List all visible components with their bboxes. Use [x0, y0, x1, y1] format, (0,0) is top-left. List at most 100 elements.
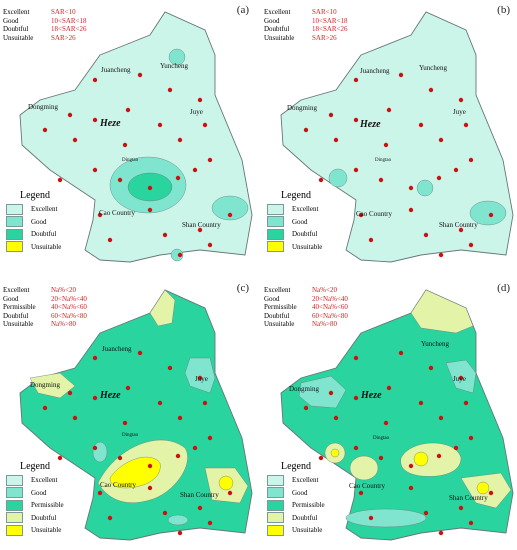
sampling-point — [147, 485, 153, 491]
legend-label: Doubtful — [31, 513, 57, 522]
sampling-point — [328, 112, 334, 118]
sampling-point — [353, 395, 359, 401]
criteria-rule: 18<SAR<26 — [312, 25, 348, 34]
sampling-point — [458, 505, 464, 511]
legend-title: Legend — [281, 190, 311, 201]
map-b-region — [280, 11, 514, 263]
criteria-class: Doubtful — [3, 25, 29, 34]
map-a-region — [19, 11, 253, 263]
legend-label: Good — [292, 488, 308, 497]
criteria-row: Good 20<Na%<40 — [3, 295, 87, 304]
sampling-point — [207, 242, 213, 248]
criteria-row: Good 10<SAR<18 — [3, 17, 87, 26]
sampling-point — [428, 87, 434, 93]
sampling-point — [358, 212, 364, 218]
criteria-row: Excellent SAR<10 — [264, 8, 348, 17]
sampling-point — [227, 212, 233, 218]
legend-swatch — [267, 487, 284, 499]
legend-swatch — [6, 512, 23, 524]
map-c-zone-good — [184, 357, 216, 394]
map-d-zone-good — [298, 375, 347, 409]
town-label-shan: Shan Country — [439, 221, 478, 229]
map-c — [19, 289, 253, 541]
sampling-point — [463, 400, 469, 406]
map-c-zone-doubtful — [149, 289, 176, 327]
legend-swatch — [6, 216, 23, 228]
map-legend: Legend Excellent Good Permissible Doubtf… — [267, 461, 325, 537]
sampling-point — [122, 142, 128, 148]
sampling-point — [207, 435, 213, 441]
map-b — [280, 11, 514, 263]
sampling-point — [192, 445, 198, 451]
legend-swatch — [6, 487, 23, 499]
map-c-zone-unsuitable — [109, 456, 161, 489]
map-d-zone-unsuitable — [330, 448, 340, 458]
town-label-dingtao: Dingtao — [375, 158, 392, 163]
criteria-rule: 20<Na%<40 — [312, 294, 348, 303]
criteria-class: Doubtful — [3, 311, 29, 320]
sampling-point — [67, 112, 73, 118]
criteria-row: Unsuitable Na%>80 — [264, 320, 348, 329]
criteria-class: Unsuitable — [264, 320, 295, 329]
sampling-point — [398, 72, 404, 78]
town-label-juye: Juye — [453, 108, 466, 116]
criteria-row: Permissible 40<Na%<60 — [3, 303, 87, 312]
criteria-rule: SAR>26 — [312, 33, 337, 42]
criteria-rule: 10<SAR<18 — [51, 16, 87, 25]
town-label-juye: Juye — [195, 375, 208, 383]
sampling-point — [438, 137, 444, 143]
legend-title: Legend — [281, 461, 311, 472]
criteria-row: Excellent Na%<20 — [264, 286, 348, 295]
map-c-zone-good — [92, 441, 108, 463]
town-label-yuncheng: Yuncheng — [421, 340, 449, 348]
sampling-point — [488, 490, 494, 496]
sampling-point — [125, 385, 131, 391]
sampling-point — [453, 167, 459, 173]
sampling-point — [117, 177, 123, 183]
criteria-rule: 18<SAR<26 — [51, 25, 87, 34]
sampling-point — [197, 505, 203, 511]
legend-item: Good — [267, 216, 322, 229]
sampling-point — [468, 520, 474, 526]
legend-label: Good — [31, 217, 47, 226]
legend-label: Excellent — [292, 476, 319, 485]
sampling-point — [97, 490, 103, 496]
criteria-class: Good — [264, 294, 280, 303]
sampling-point — [408, 485, 414, 491]
town-label-shan: Shan Country — [180, 491, 219, 499]
town-label-cao: Cao Country — [100, 481, 136, 489]
map-d-zone-unsuitable — [413, 451, 429, 467]
panel-label: (b) — [497, 4, 510, 16]
sampling-point — [333, 415, 339, 421]
criteria-table: Excellent SAR<10 Good 10<SAR<18 Doubtful 18… — [264, 8, 348, 42]
sampling-point — [92, 77, 98, 83]
map-panel-d: (d) Excellent Na%<20 Good 20<Na%<40 Permis… — [261, 278, 516, 550]
criteria-row: Unsuitable SAR>26 — [3, 34, 87, 43]
panel-label: (d) — [497, 282, 510, 294]
criteria-class: Unsuitable — [264, 33, 295, 42]
sampling-points — [303, 72, 494, 258]
criteria-class: Unsuitable — [3, 320, 34, 329]
sampling-point — [57, 455, 63, 461]
criteria-class: Good — [3, 16, 19, 25]
town-label-dingtao: Dingtao — [373, 436, 390, 441]
sampling-point — [436, 453, 442, 459]
sampling-point — [458, 97, 464, 103]
sampling-point — [368, 515, 374, 521]
sampling-point — [157, 400, 163, 406]
town-label-heze: Heze — [361, 390, 382, 401]
sampling-point — [383, 142, 389, 148]
sampling-point — [438, 252, 444, 258]
town-label-dongming: Dongming — [28, 103, 58, 111]
sampling-point — [423, 232, 429, 238]
map-a — [19, 11, 253, 263]
criteria-rule: Na%<20 — [51, 286, 76, 294]
criteria-row: Doubtful 60<Na%<80 — [264, 312, 348, 321]
sampling-point — [368, 237, 374, 243]
sampling-point — [353, 355, 359, 361]
sampling-point — [436, 175, 442, 181]
legend-label: Unsuitable — [292, 526, 323, 535]
criteria-class: Doubtful — [264, 25, 290, 34]
sampling-point — [318, 177, 324, 183]
criteria-row: Excellent SAR<10 — [3, 8, 87, 17]
